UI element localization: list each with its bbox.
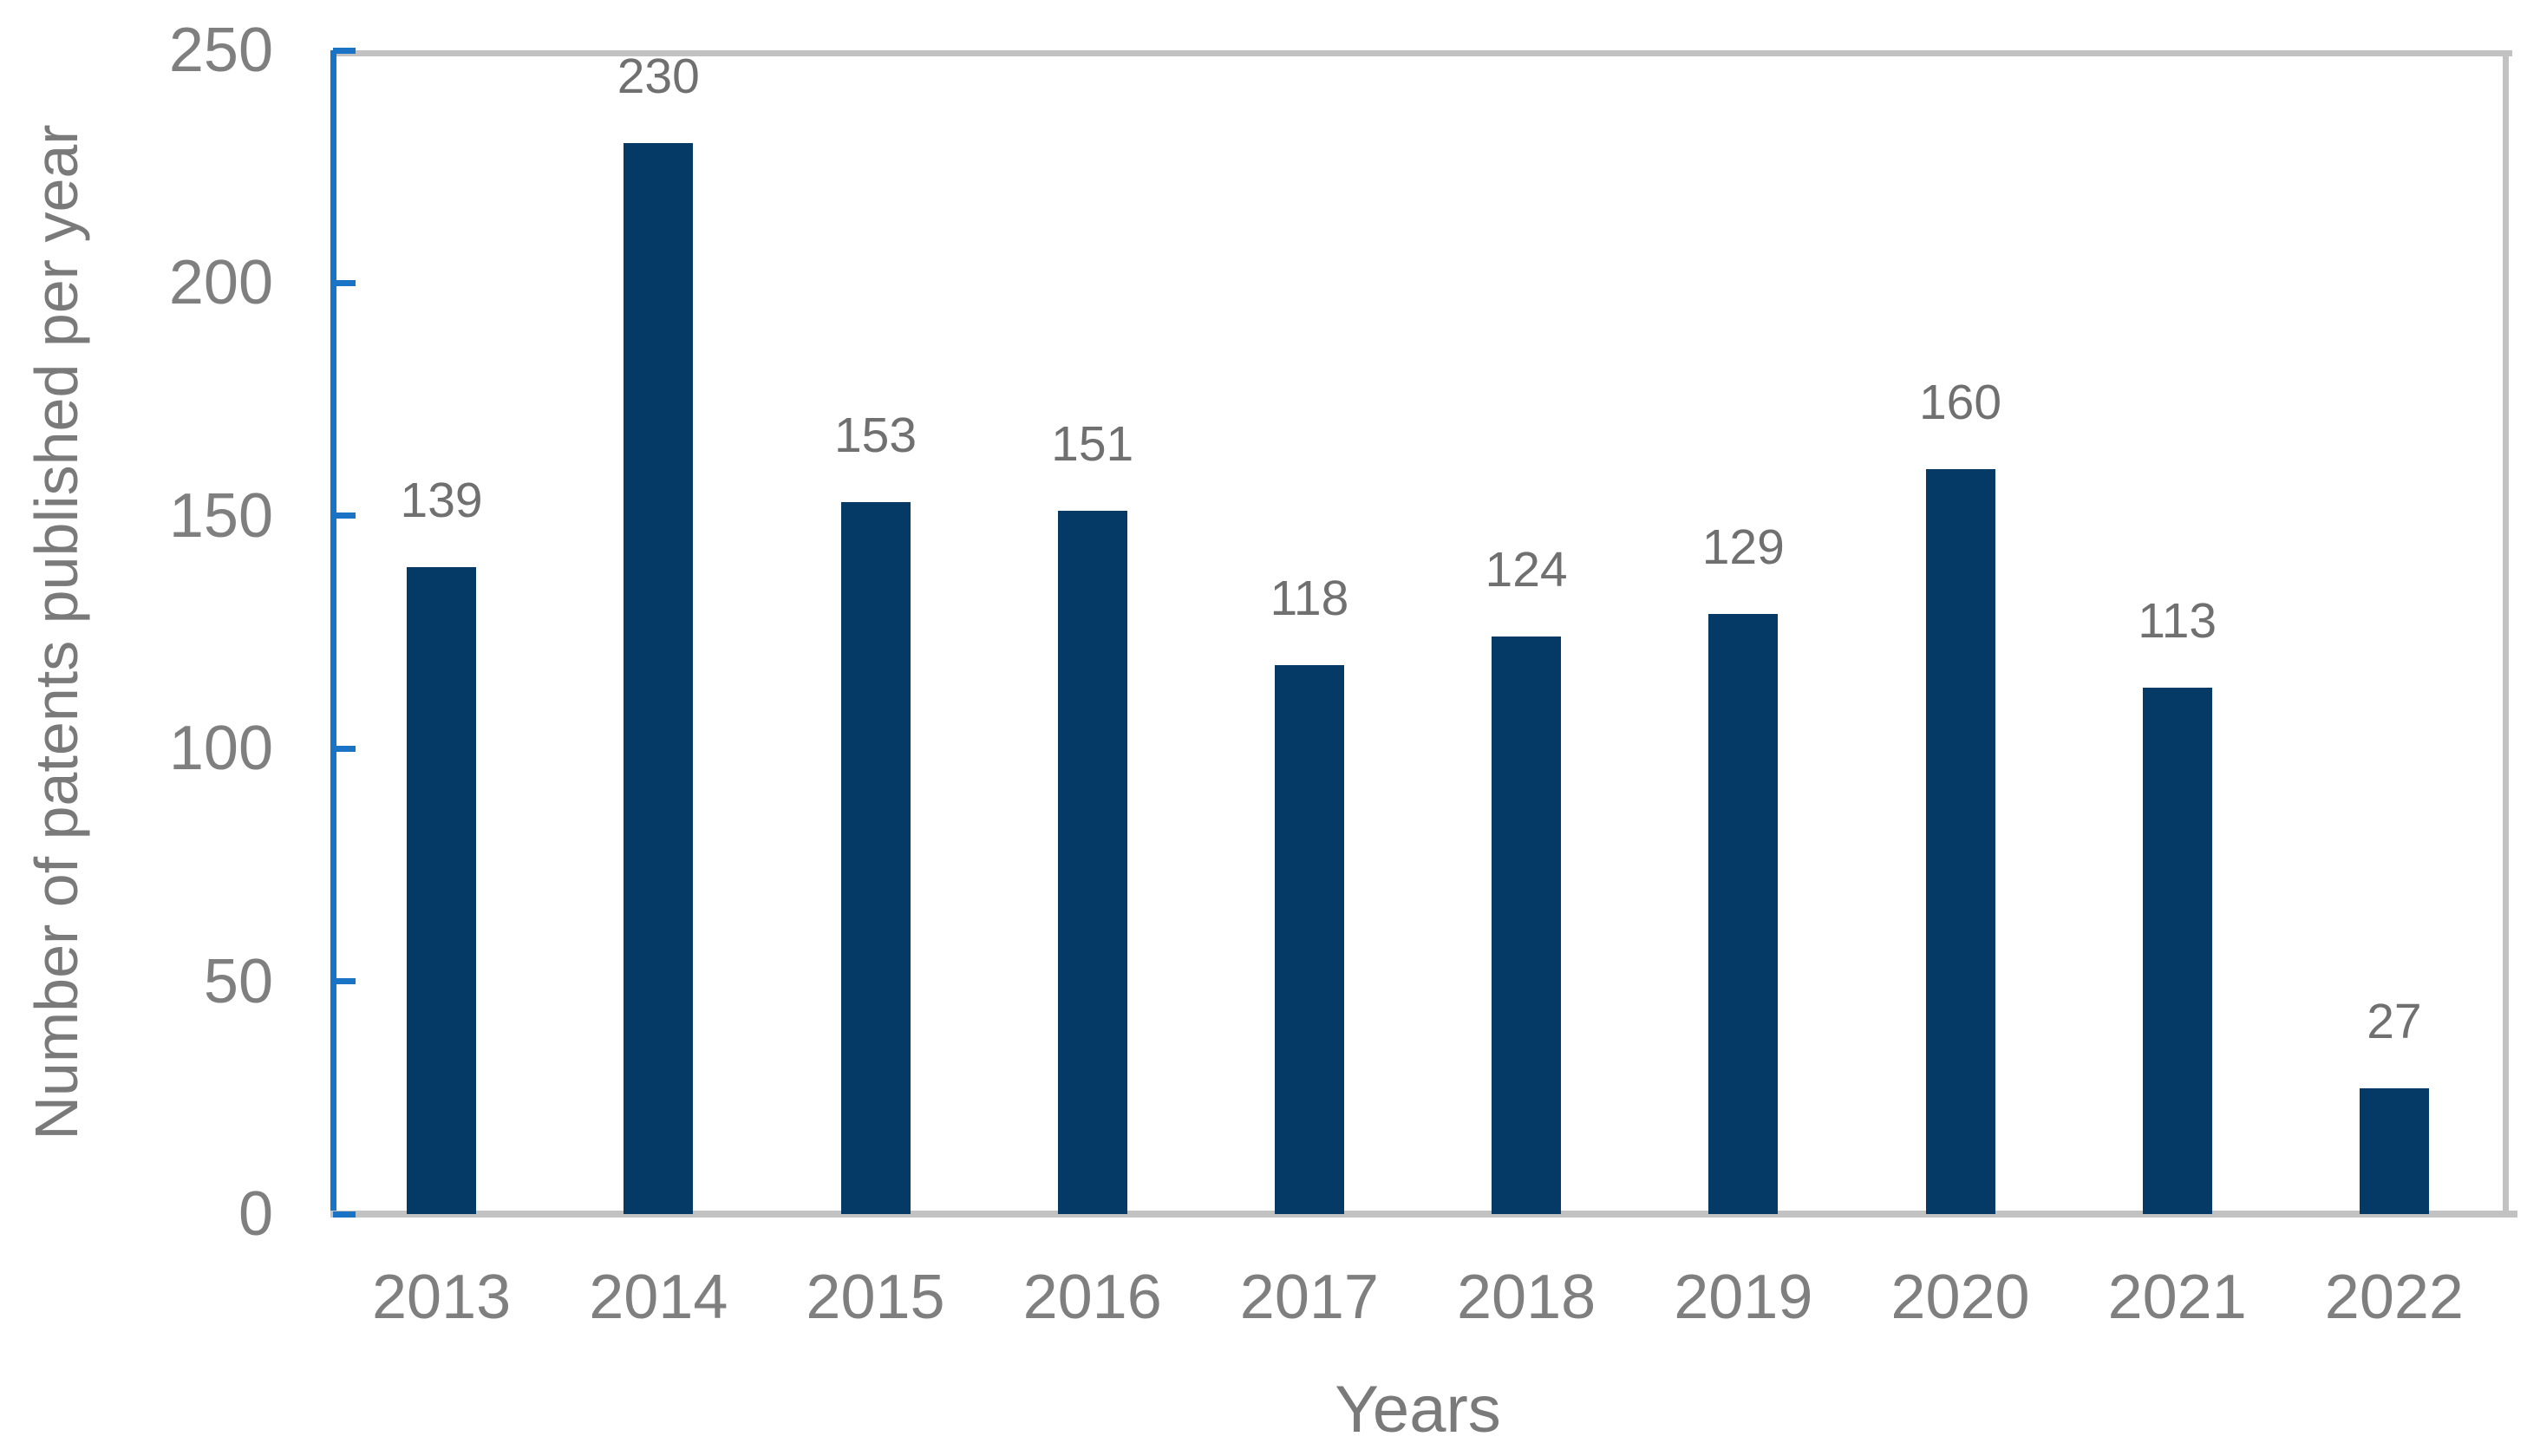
bar-value-label: 124: [1485, 542, 1568, 598]
y-tick-label: 100: [168, 714, 273, 784]
y-tick-label: 50: [203, 946, 273, 1016]
x-tick-label: 2021: [2107, 1263, 2247, 1332]
bar-2014: [624, 143, 694, 1214]
x-axis-line: [330, 1211, 2517, 1218]
y-axis-title: Number of patents published per year: [23, 124, 90, 1140]
bar-value-label: 118: [1270, 570, 1349, 626]
y-tick-label: 250: [168, 16, 273, 85]
bar-2019: [1708, 613, 1779, 1214]
plot-border-right: [2503, 50, 2509, 1214]
bar-2015: [840, 501, 911, 1214]
y-tick-mark: [333, 978, 356, 985]
x-tick-label: 2014: [589, 1263, 728, 1332]
bar-value-label: 139: [400, 472, 483, 528]
x-axis-title: Years: [1335, 1373, 1501, 1446]
y-tick-mark: [333, 745, 356, 752]
y-tick-label: 150: [168, 480, 273, 551]
x-tick-label: 2020: [1890, 1263, 2030, 1332]
x-tick-label: 2017: [1239, 1263, 1379, 1332]
bar-value-label: 160: [1918, 375, 2002, 431]
bar-value-label: 151: [1051, 416, 1134, 473]
y-tick-label: 200: [168, 248, 273, 318]
y-tick-label: 0: [238, 1179, 273, 1249]
bar-2021: [2142, 688, 2212, 1214]
x-tick-label: 2016: [1022, 1263, 1162, 1332]
bar-value-label: 230: [617, 49, 700, 105]
x-tick-label: 2015: [806, 1263, 945, 1332]
x-tick-label: 2018: [1457, 1263, 1596, 1332]
bar-2016: [1057, 511, 1127, 1214]
y-tick-mark: [333, 279, 356, 286]
bar-value-label: 129: [1701, 519, 1785, 575]
y-tick-mark: [333, 1211, 356, 1218]
bar-2017: [1274, 664, 1344, 1214]
plot-border-top: [333, 50, 2512, 56]
bar-2022: [2359, 1088, 2429, 1214]
x-tick-label: 2022: [2324, 1263, 2464, 1332]
bar-2020: [1925, 469, 1995, 1214]
x-tick-label: 2013: [372, 1263, 512, 1332]
x-tick-label: 2019: [1674, 1263, 1813, 1332]
y-axis-line: [330, 50, 336, 1218]
bar-2018: [1492, 637, 1562, 1214]
bar-value-label: 113: [2138, 593, 2217, 650]
bar-value-label: 27: [2367, 994, 2422, 1050]
bar-2013: [407, 566, 477, 1214]
y-tick-mark: [333, 513, 356, 519]
bar-value-label: 153: [833, 407, 917, 463]
y-tick-mark: [333, 47, 356, 54]
